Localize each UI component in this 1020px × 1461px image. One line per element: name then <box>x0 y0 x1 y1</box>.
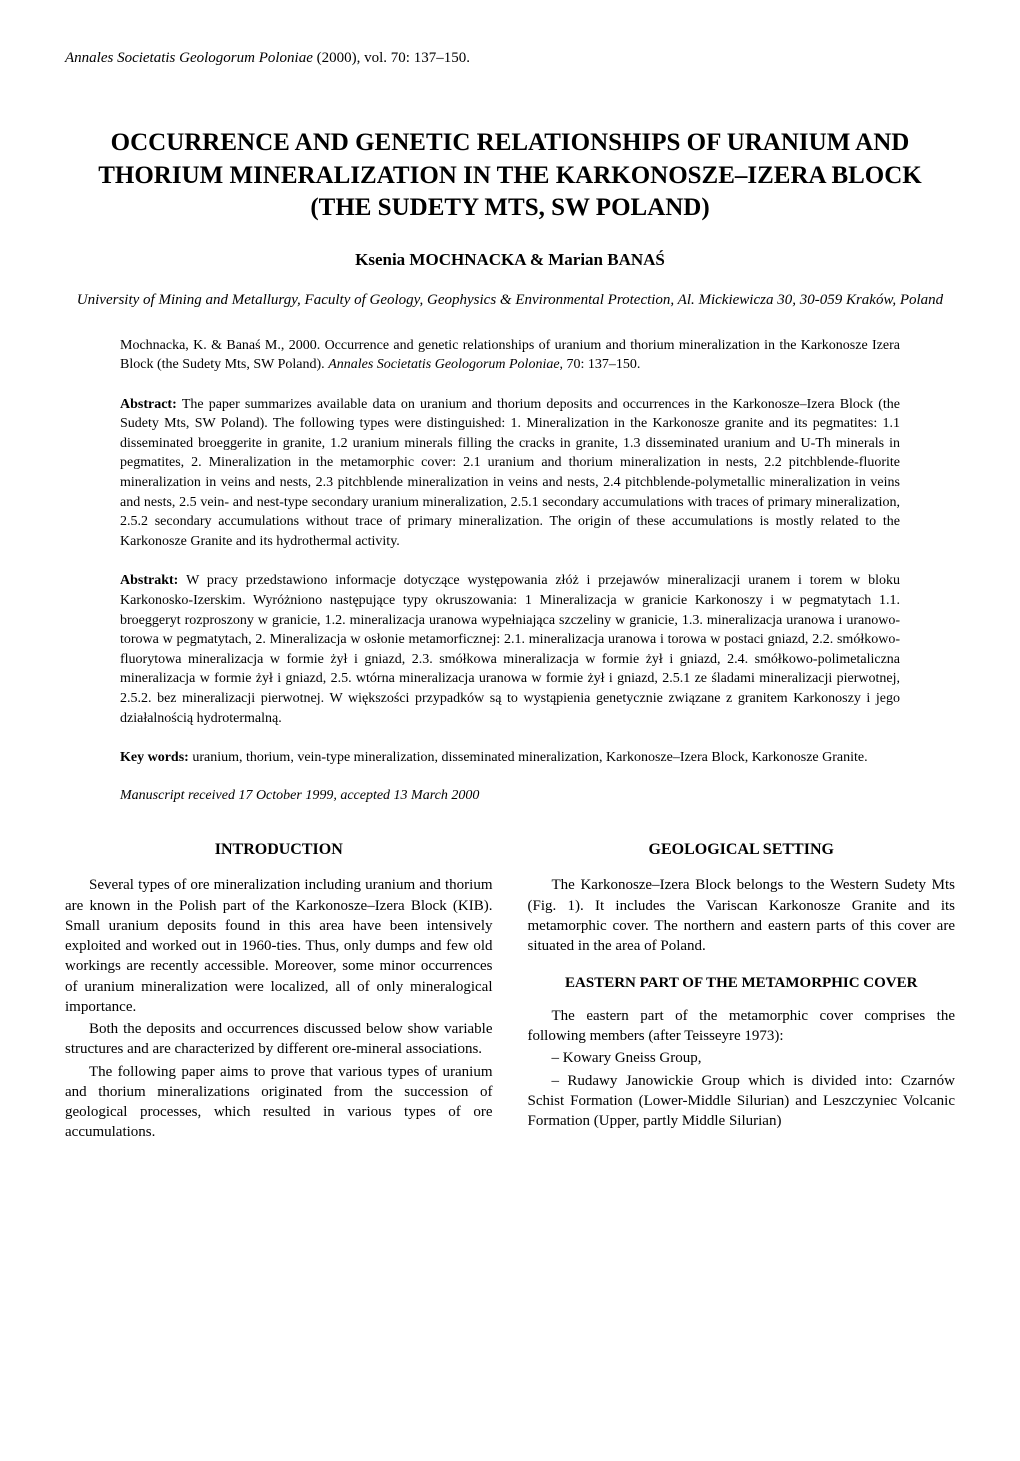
abstract-text-en: The paper summarizes available data on u… <box>120 397 900 549</box>
heading-introduction: INTRODUCTION <box>65 839 493 861</box>
geo-paragraph-1: The Karkonosze–Izera Block belongs to th… <box>528 875 956 956</box>
right-column: GEOLOGICAL SETTING The Karkonosze–Izera … <box>528 839 956 1145</box>
abstract-label-pl: Abstrakt: <box>120 573 186 588</box>
paper-title: OCCURRENCE AND GENETIC RELATIONSHIPS OF … <box>65 127 955 225</box>
subheading-eastern-part: EASTERN PART OF THE METAMORPHIC COVER <box>528 974 956 994</box>
keywords-label: Key words: <box>120 750 192 765</box>
intro-paragraph-3: The following paper aims to prove that v… <box>65 1062 493 1143</box>
intro-paragraph-2: Both the deposits and occurrences discus… <box>65 1019 493 1060</box>
abstract-text-pl: W pracy przedstawiono informacje dotyczą… <box>120 573 900 725</box>
geo-list-item-1: – Kowary Gneiss Group, <box>528 1048 956 1068</box>
keywords-text: uranium, thorium, vein-type mineralizati… <box>192 750 867 765</box>
journal-name: Annales Societatis Geologorum Poloniae <box>65 50 313 66</box>
body-columns: INTRODUCTION Several types of ore minera… <box>65 839 955 1145</box>
citation-block: Mochnacka, K. & Banaś M., 2000. Occurren… <box>120 336 900 375</box>
keywords-block: Key words: uranium, thorium, vein-type m… <box>120 748 900 768</box>
heading-geological-setting: GEOLOGICAL SETTING <box>528 839 956 861</box>
citation-journal: Annales Societatis Geologorum Poloniae <box>328 357 559 372</box>
left-column: INTRODUCTION Several types of ore minera… <box>65 839 493 1145</box>
journal-reference: Annales Societatis Geologorum Poloniae (… <box>65 50 955 67</box>
abstract-label-en: Abstract: <box>120 397 182 412</box>
abstract-polish: Abstrakt: W pracy przedstawiono informac… <box>120 571 900 728</box>
geo-paragraph-2: The eastern part of the metamorphic cove… <box>528 1006 956 1047</box>
journal-volume: (2000), vol. 70: 137–150. <box>313 50 470 66</box>
affiliation: University of Mining and Metallurgy, Fac… <box>65 290 955 311</box>
intro-paragraph-1: Several types of ore mineralization incl… <box>65 875 493 1017</box>
geo-list-item-2: – Rudawy Janowickie Group which is divid… <box>528 1071 956 1132</box>
abstract-english: Abstract: The paper summarizes available… <box>120 395 900 552</box>
citation-suffix: , 70: 137–150. <box>560 357 641 372</box>
manuscript-dates: Manuscript received 17 October 1999, acc… <box>120 788 900 804</box>
authors: Ksenia MOCHNACKA & Marian BANAŚ <box>65 250 955 270</box>
